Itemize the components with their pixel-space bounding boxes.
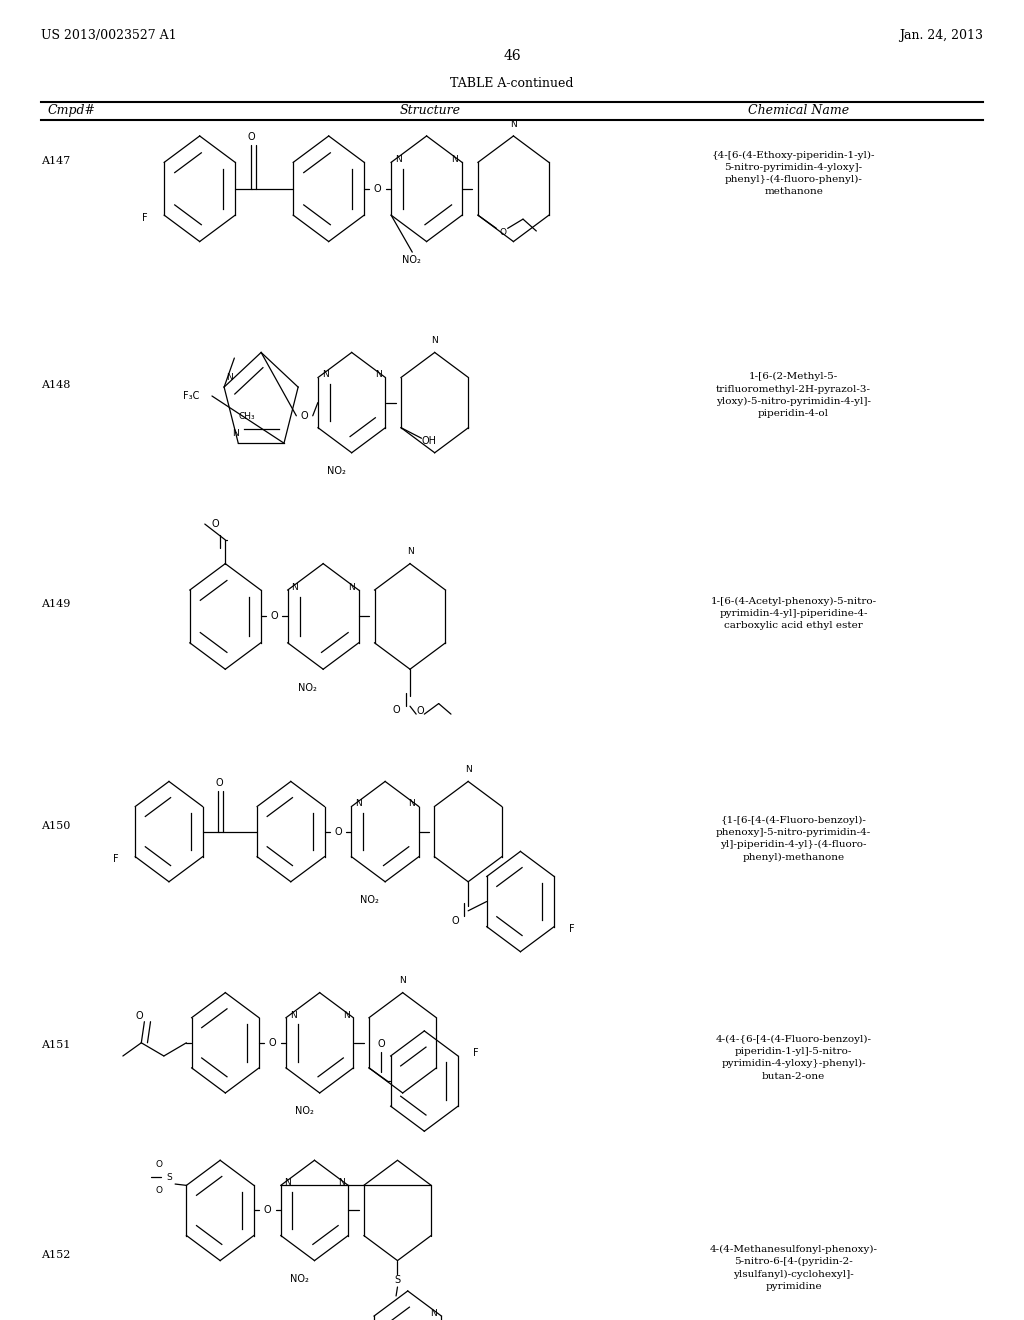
Text: US 2013/0023527 A1: US 2013/0023527 A1 [41,29,176,42]
Text: A151: A151 [41,1040,71,1051]
Text: O: O [270,611,279,622]
Text: N: N [338,1179,344,1187]
Text: N: N [231,429,239,438]
Text: S: S [394,1275,400,1286]
Text: N: N [292,583,298,591]
Text: N: N [430,1309,436,1317]
Text: N: N [322,371,329,379]
Text: N: N [285,1179,292,1187]
Text: NO₂: NO₂ [327,466,346,477]
Text: O: O [374,183,382,194]
Text: A152: A152 [41,1250,71,1261]
Text: OH: OH [421,436,436,446]
Text: NO₂: NO₂ [290,1274,308,1284]
Text: F: F [141,213,147,223]
Text: O: O [215,777,223,788]
Text: F₃C: F₃C [183,391,200,401]
Text: N: N [399,977,407,985]
Text: O: O [417,706,424,717]
Text: N: N [375,371,382,379]
Text: A148: A148 [41,380,71,391]
Text: A150: A150 [41,821,71,832]
Text: O: O [393,705,400,715]
Text: {1-[6-[4-(4-Fluoro-benzoyl)-
phenoxy]-5-nitro-pyrimidin-4-
yl]-piperidin-4-yl}-(: {1-[6-[4-(4-Fluoro-benzoyl)- phenoxy]-5-… [716,816,871,862]
Text: O: O [378,1039,385,1049]
Text: O: O [268,1038,276,1048]
Text: O: O [499,228,506,236]
Text: N: N [407,548,414,556]
Text: F: F [568,924,574,935]
Text: NO₂: NO₂ [298,682,317,693]
Text: N: N [452,156,459,164]
Text: N: N [395,156,401,164]
Text: 46: 46 [503,49,521,63]
Text: {4-[6-(4-Ethoxy-piperidin-1-yl)-
5-nitro-pyrimidin-4-yloxy]-
phenyl}-(4-fluoro-p: {4-[6-(4-Ethoxy-piperidin-1-yl)- 5-nitro… [712,150,876,197]
Text: TABLE A-continued: TABLE A-continued [451,77,573,90]
Text: O: O [156,1187,162,1195]
Text: O: O [334,826,342,837]
Text: A149: A149 [41,599,71,610]
Text: O: O [211,519,219,529]
Text: Cmpd#: Cmpd# [48,104,95,117]
Text: S: S [166,1173,172,1181]
Text: A147: A147 [41,156,71,166]
Text: 1-[6-(4-Acetyl-phenoxy)-5-nitro-
pyrimidin-4-yl]-piperidine-4-
carboxylic acid e: 1-[6-(4-Acetyl-phenoxy)-5-nitro- pyrimid… [711,597,877,630]
Text: O: O [301,411,308,421]
Text: N: N [510,120,517,128]
Text: F: F [473,1048,478,1059]
Text: N: N [465,766,471,774]
Text: NO₂: NO₂ [295,1106,313,1117]
Text: 1-[6-(2-Methyl-5-
trifluoromethyl-2H-pyrazol-3-
yloxy)-5-nitro-pyrimidin-4-yl]-
: 1-[6-(2-Methyl-5- trifluoromethyl-2H-pyr… [716,372,871,418]
Text: O: O [135,1011,143,1022]
Text: N: N [343,1011,349,1019]
Text: 4-(4-{6-[4-(4-Fluoro-benzoyl)-
piperidin-1-yl]-5-nitro-
pyrimidin-4-yloxy}-pheny: 4-(4-{6-[4-(4-Fluoro-benzoyl)- piperidin… [716,1035,871,1081]
Text: 4-(4-Methanesulfonyl-phenoxy)-
5-nitro-6-[4-(pyridin-2-
ylsulfanyl)-cyclohexyl]-: 4-(4-Methanesulfonyl-phenoxy)- 5-nitro-6… [710,1245,878,1291]
Text: N: N [431,337,438,345]
Text: Structure: Structure [399,104,461,117]
Text: Chemical Name: Chemical Name [749,104,849,117]
Text: O: O [248,132,256,143]
Text: N: N [409,800,415,808]
Text: N: N [355,800,362,808]
Text: NO₂: NO₂ [360,895,379,906]
Text: N: N [226,374,232,383]
Text: F: F [113,854,119,865]
Text: O: O [263,1205,271,1216]
Text: O: O [156,1160,162,1168]
Text: CH₃: CH₃ [239,412,255,421]
Text: Jan. 24, 2013: Jan. 24, 2013 [899,29,983,42]
Text: N: N [348,583,355,591]
Text: N: N [290,1011,297,1019]
Text: O: O [451,916,459,927]
Text: NO₂: NO₂ [401,255,421,265]
